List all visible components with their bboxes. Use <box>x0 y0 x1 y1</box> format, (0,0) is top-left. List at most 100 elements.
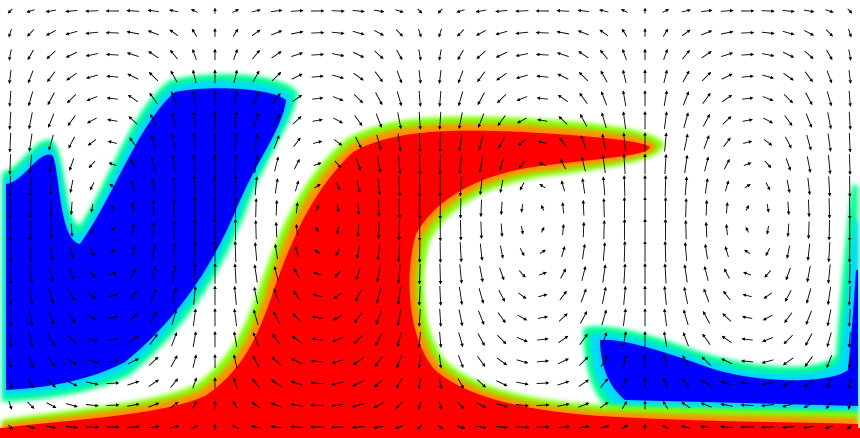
velocity-arrow <box>27 378 34 389</box>
cold-plume-left <box>2 74 298 402</box>
velocity-arrow <box>417 8 423 14</box>
velocity-arrow <box>438 308 443 327</box>
velocity-arrow <box>8 49 12 61</box>
velocity-arrow <box>252 332 259 347</box>
velocity-arrow <box>192 354 198 368</box>
velocity-arrow <box>29 264 34 284</box>
velocity-arrow <box>290 30 304 35</box>
velocity-arrow <box>376 134 382 151</box>
velocity-arrow <box>742 293 752 298</box>
velocity-arrow <box>49 243 54 261</box>
velocity-arrow <box>826 286 832 306</box>
velocity-arrow <box>26 9 35 14</box>
velocity-arrow <box>825 9 834 14</box>
velocity-arrow <box>233 111 239 129</box>
velocity-arrow <box>191 48 197 61</box>
velocity-arrow <box>27 401 35 409</box>
velocity-arrow <box>782 9 795 14</box>
velocity-arrow <box>8 263 13 285</box>
velocity-arrow <box>355 245 361 259</box>
velocity-arrow <box>848 70 853 84</box>
velocity-arrow <box>106 74 119 79</box>
velocity-arrow <box>515 74 528 80</box>
velocity-arrow <box>293 290 301 301</box>
velocity-arrow <box>47 113 55 128</box>
velocity-arrow <box>781 425 795 430</box>
velocity-arrow <box>397 133 402 152</box>
velocity-arrow <box>784 312 793 324</box>
velocity-arrow <box>310 403 324 407</box>
velocity-arrow <box>127 73 139 80</box>
velocity-arrow <box>477 113 485 128</box>
velocity-arrow <box>743 271 752 276</box>
velocity-arrow <box>723 137 731 147</box>
velocity-arrow <box>516 381 529 386</box>
velocity-arrow <box>253 242 258 261</box>
velocity-arrow <box>681 29 691 37</box>
velocity-arrow <box>312 293 322 298</box>
velocity-arrow <box>761 381 774 386</box>
velocity-arrow <box>233 48 239 61</box>
velocity-arrow <box>496 380 508 387</box>
velocity-arrow <box>66 72 77 81</box>
velocity-arrow <box>147 8 159 13</box>
velocity-arrow <box>8 331 13 348</box>
velocity-arrow <box>26 425 36 430</box>
velocity-arrow <box>417 424 423 430</box>
velocity-arrow <box>272 113 280 127</box>
velocity-arrow <box>578 71 589 82</box>
velocity-arrow <box>762 74 775 80</box>
velocity-arrow <box>622 331 628 347</box>
velocity-arrow <box>172 264 177 283</box>
velocity-arrow <box>724 158 730 170</box>
velocity-arrow <box>294 180 300 192</box>
velocity-arrow <box>518 270 526 278</box>
velocity-arrow <box>515 403 529 408</box>
velocity-arrow <box>7 424 13 430</box>
velocity-arrow <box>271 51 282 59</box>
velocity-arrow <box>741 74 754 79</box>
velocity-arrow <box>500 223 504 238</box>
velocity-arrow <box>621 28 628 37</box>
velocity-arrow <box>784 115 793 126</box>
velocity-arrow <box>703 266 709 281</box>
velocity-arrow <box>540 204 545 211</box>
velocity-arrow <box>804 356 813 367</box>
velocity-arrow <box>252 309 259 326</box>
velocity-arrow <box>193 263 197 284</box>
velocity-arrow <box>354 312 363 324</box>
velocity-arrow <box>848 28 852 38</box>
velocity-arrow <box>623 263 627 284</box>
velocity-arrow <box>741 315 753 319</box>
velocity-arrow <box>477 71 486 83</box>
velocity-arrow <box>333 117 344 124</box>
velocity-arrow <box>395 401 403 409</box>
velocity-arrow <box>8 286 13 306</box>
velocity-arrow <box>271 71 282 82</box>
velocity-arrow <box>720 402 733 407</box>
velocity-arrow <box>86 381 99 386</box>
velocity-arrow <box>847 424 853 430</box>
velocity-arrow <box>172 198 176 218</box>
velocity-arrow <box>458 154 463 175</box>
velocity-arrow <box>704 156 710 172</box>
velocity-arrow <box>701 8 713 13</box>
velocity-arrow <box>702 333 711 345</box>
velocity-arrow <box>27 112 33 130</box>
velocity-arrow <box>108 293 118 298</box>
velocity-arrow <box>232 28 239 37</box>
velocity-arrow <box>623 240 627 263</box>
velocity-arrow <box>313 162 322 167</box>
velocity-arrow <box>67 115 76 126</box>
velocity-arrow <box>662 28 669 37</box>
velocity-arrow <box>331 359 344 364</box>
velocity-arrow <box>355 289 362 302</box>
velocity-arrow <box>373 402 384 408</box>
velocity-arrow <box>499 179 504 194</box>
velocity-arrow <box>331 9 345 13</box>
velocity-arrow <box>540 226 545 233</box>
velocity-arrow <box>437 70 442 84</box>
velocity-arrow <box>352 357 364 366</box>
velocity-arrow <box>683 133 689 151</box>
velocity-arrow <box>456 425 466 430</box>
